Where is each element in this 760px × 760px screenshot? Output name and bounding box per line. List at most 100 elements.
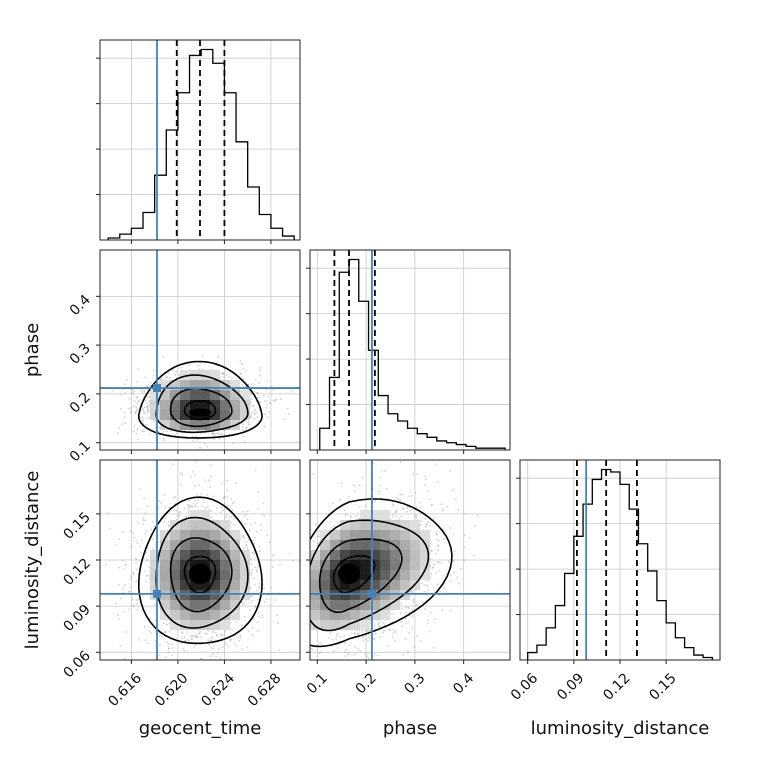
scatter-point [441,609,444,612]
scatter-point [332,525,335,528]
scatter-point [411,615,414,617]
scatter-point [120,393,123,396]
density-cell [210,410,220,420]
scatter-point [221,506,224,509]
scatter-point [286,407,289,410]
scatter-point [166,430,169,433]
scatter-point [130,575,133,578]
density-cell [160,570,170,580]
density-cell [180,380,190,390]
scatter-point [186,639,189,641]
scatter-point [382,631,384,634]
scatter-point [241,601,244,604]
scatter-point [167,372,170,375]
scatter-point [433,517,435,520]
scatter-point [331,502,334,505]
scatter-point [227,645,229,647]
scatter-point [131,598,134,600]
scatter-point [391,636,394,639]
scatter-point [133,536,136,539]
scatter-point [194,485,196,488]
scatter-point [431,504,433,506]
scatter-point [250,398,253,400]
scatter-point [383,624,386,626]
density-cell [190,420,200,430]
scatter-point [144,519,147,522]
scatter-point [425,478,427,481]
scatter-point [146,505,149,508]
scatter-point [190,475,192,478]
scatter-point [148,395,151,398]
scatter-point [232,442,235,445]
density-layer [105,460,300,660]
scatter-point [189,505,192,508]
density-cell [230,610,240,620]
scatter-point [429,576,432,579]
density-cell [220,550,230,560]
density-cell [160,390,170,400]
scatter-point [223,503,226,506]
scatter-point [256,530,258,533]
scatter-point [253,412,256,415]
scatter-point [255,589,258,592]
scatter-point [118,566,120,569]
scatter-point [272,399,275,402]
contour-line [169,537,233,613]
scatter-point [254,408,257,411]
scatter-point [233,501,236,504]
scatter-point [163,494,166,496]
scatter-point [122,559,124,562]
scatter-point [453,533,456,535]
scatter-point [248,529,251,532]
scatter-point [168,622,171,625]
scatter-point [241,648,244,650]
scatter-point [251,634,254,637]
scatter-point [395,509,398,512]
density-cell [240,590,250,600]
scatter-point [405,606,407,609]
scatter-point [222,372,225,375]
scatter-point [347,651,350,654]
scatter-point [118,427,120,429]
scatter-point [404,617,407,620]
scatter-point [249,602,252,604]
scatter-point [179,511,182,513]
scatter-point [212,652,214,655]
scatter-point [122,610,125,613]
scatter-point [196,633,198,636]
density-cell [200,620,210,630]
scatter-point [372,638,375,640]
scatter-point [407,621,410,623]
scatter-point [241,363,243,365]
scatter-point [256,629,259,632]
scatter-point [148,433,151,436]
scatter-point [130,407,132,409]
scatter-point [184,639,187,642]
density-cell [170,560,180,570]
scatter-phase-vs-geocent-time-panel: 0.10.20.30.4 [67,249,301,465]
density-cell [190,540,200,550]
scatter-point [438,570,440,572]
scatter-point [220,432,222,435]
scatter-point [165,631,167,633]
scatter-point [409,490,411,493]
scatter-point [197,636,200,639]
scatter-point [430,573,433,575]
scatter-point [118,618,121,620]
density-cell [150,580,160,590]
scatter-point [221,372,224,374]
scatter-point [137,368,140,370]
scatter-point [336,647,339,649]
scatter-point [252,405,255,407]
scatter-point [135,406,138,409]
scatter-point [143,389,145,392]
scatter-point [154,426,157,429]
scatter-point [237,636,240,639]
scatter-point [152,548,155,550]
scatter-point [411,591,414,594]
scatter-point [208,644,211,646]
scatter-point [148,630,151,632]
scatter-point [242,510,245,513]
scatter-point [137,521,140,524]
scatter-point [269,402,272,405]
